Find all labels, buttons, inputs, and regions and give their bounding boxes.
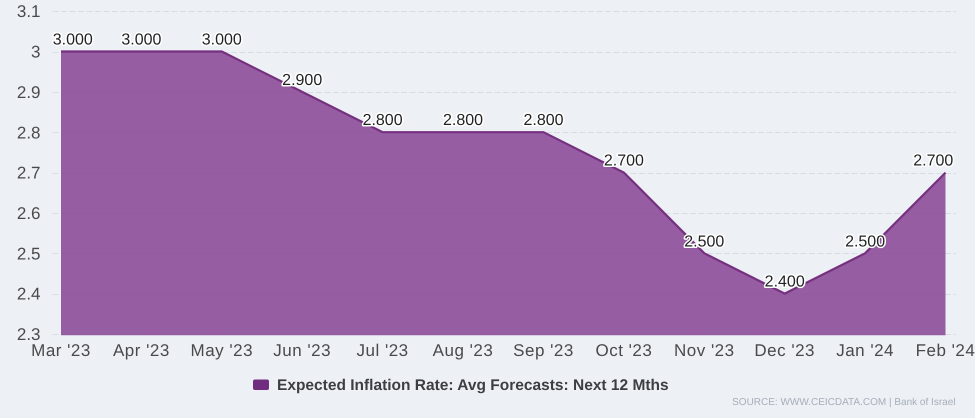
svg-text:Apr '23: Apr '23 (113, 341, 170, 360)
svg-text:Oct '23: Oct '23 (595, 341, 652, 360)
svg-text:Jun '23: Jun '23 (273, 341, 331, 360)
svg-text:Dec '23: Dec '23 (754, 341, 815, 360)
svg-text:Aug '23: Aug '23 (433, 341, 494, 360)
svg-text:3.000: 3.000 (53, 32, 93, 49)
svg-text:2.500: 2.500 (684, 233, 724, 250)
svg-text:2.4: 2.4 (17, 285, 41, 304)
svg-text:2.500: 2.500 (845, 233, 885, 250)
svg-text:Sep '23: Sep '23 (513, 341, 574, 360)
svg-text:2.8: 2.8 (17, 123, 41, 142)
svg-text:2.800: 2.800 (363, 112, 403, 129)
svg-text:Expected Inflation Rate: Avg F: Expected Inflation Rate: Avg Forecasts: … (277, 377, 669, 394)
svg-text:2.700: 2.700 (913, 153, 953, 170)
svg-text:2.400: 2.400 (765, 274, 805, 291)
svg-text:2.9: 2.9 (17, 83, 41, 102)
svg-text:Jul '23: Jul '23 (357, 341, 409, 360)
svg-text:SOURCE: WWW.CEICDATA.COM | Ban: SOURCE: WWW.CEICDATA.COM | Bank of Israe… (732, 397, 955, 408)
svg-text:2.900: 2.900 (282, 72, 322, 89)
svg-text:May '23: May '23 (191, 341, 254, 360)
svg-text:3.000: 3.000 (202, 32, 242, 49)
svg-text:3.1: 3.1 (17, 2, 41, 21)
svg-text:Feb '24: Feb '24 (916, 341, 975, 360)
svg-text:Nov '23: Nov '23 (674, 341, 735, 360)
svg-text:2.3: 2.3 (17, 325, 41, 344)
svg-text:2.700: 2.700 (604, 153, 644, 170)
svg-text:2.7: 2.7 (17, 164, 41, 183)
svg-text:2.800: 2.800 (443, 112, 483, 129)
svg-text:Mar '23: Mar '23 (31, 341, 91, 360)
svg-text:3.000: 3.000 (121, 32, 161, 49)
svg-text:2.5: 2.5 (17, 244, 41, 263)
svg-text:2.800: 2.800 (523, 112, 563, 129)
svg-text:2.6: 2.6 (17, 204, 41, 223)
svg-text:Jan '24: Jan '24 (836, 341, 894, 360)
svg-text:3: 3 (31, 43, 40, 62)
